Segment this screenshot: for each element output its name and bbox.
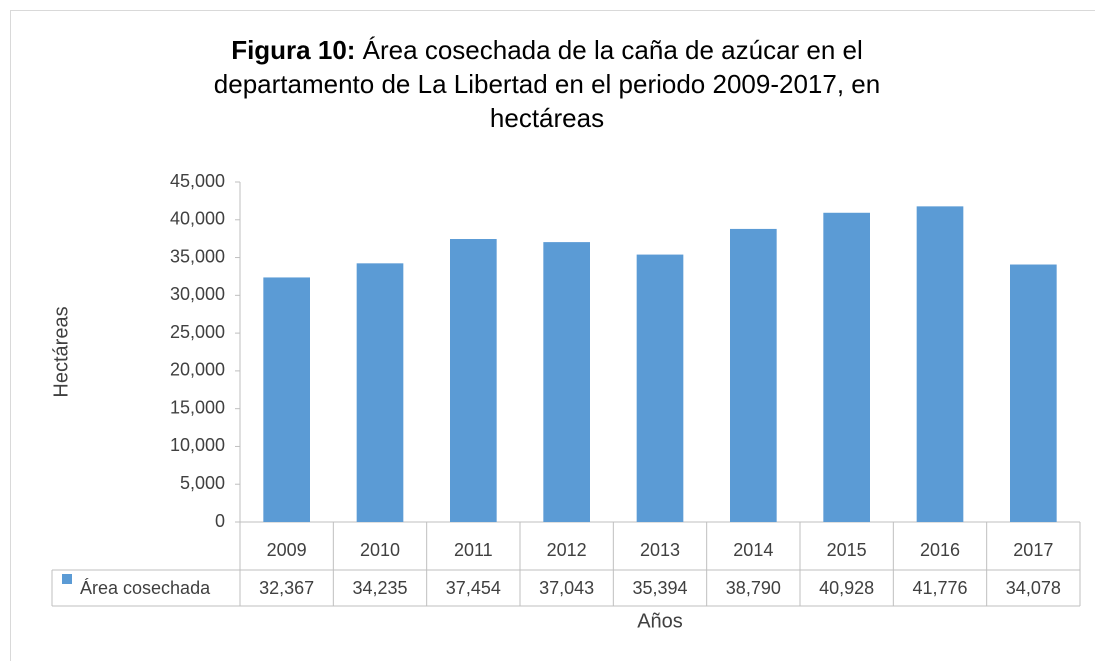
x-tick-label: 2017 [1013, 540, 1053, 560]
y-tick-label: 5,000 [180, 473, 225, 493]
table-value: 40,928 [819, 578, 874, 598]
title-label: Figura 10: [231, 35, 356, 65]
table-value: 41,776 [912, 578, 967, 598]
bar [730, 228, 777, 523]
y-tick-label: 10,000 [170, 435, 225, 455]
bar [636, 254, 684, 522]
chart-title: Figura 10: Área cosechada de la caña de … [197, 33, 897, 135]
table-value: 32,367 [259, 578, 314, 598]
x-tick-label: 2009 [267, 540, 307, 560]
title-text: Área cosechada de la caña de azúcar en e… [213, 35, 881, 133]
y-axis-title: Hectáreas [50, 306, 72, 397]
x-tick-label: 2016 [920, 540, 960, 560]
table-value: 34,078 [1006, 578, 1061, 598]
chart-border [10, 10, 1095, 661]
bar [916, 206, 964, 522]
legend-key [62, 574, 72, 584]
y-tick-label: 30,000 [170, 284, 225, 304]
x-tick-label: 2014 [733, 540, 773, 560]
table-value: 38,790 [726, 578, 781, 598]
bar [543, 242, 590, 522]
bar [1010, 264, 1057, 522]
legend-label: Área cosechada [80, 578, 211, 598]
y-tick-label: 15,000 [170, 397, 225, 417]
table-value: 37,454 [446, 578, 501, 598]
y-tick-label: 40,000 [170, 209, 225, 229]
table-value: 34,235 [352, 578, 407, 598]
x-tick-label: 2012 [547, 540, 587, 560]
table-value: 35,394 [632, 578, 687, 598]
x-tick-label: 2011 [454, 540, 493, 560]
y-tick-label: 25,000 [170, 322, 225, 342]
bar [450, 239, 497, 522]
bar [356, 263, 404, 522]
x-tick-label: 2010 [360, 540, 400, 560]
y-tick-label: 0 [215, 511, 225, 531]
bar [823, 212, 870, 522]
x-axis-title: Años [637, 610, 683, 632]
x-tick-label: 2013 [640, 540, 680, 560]
y-tick-label: 35,000 [170, 246, 225, 266]
y-tick-label: 20,000 [170, 360, 225, 380]
x-tick-label: 2015 [827, 540, 867, 560]
y-tick-label: 45,000 [170, 171, 225, 191]
bar [263, 277, 310, 522]
table-value: 37,043 [539, 578, 594, 598]
